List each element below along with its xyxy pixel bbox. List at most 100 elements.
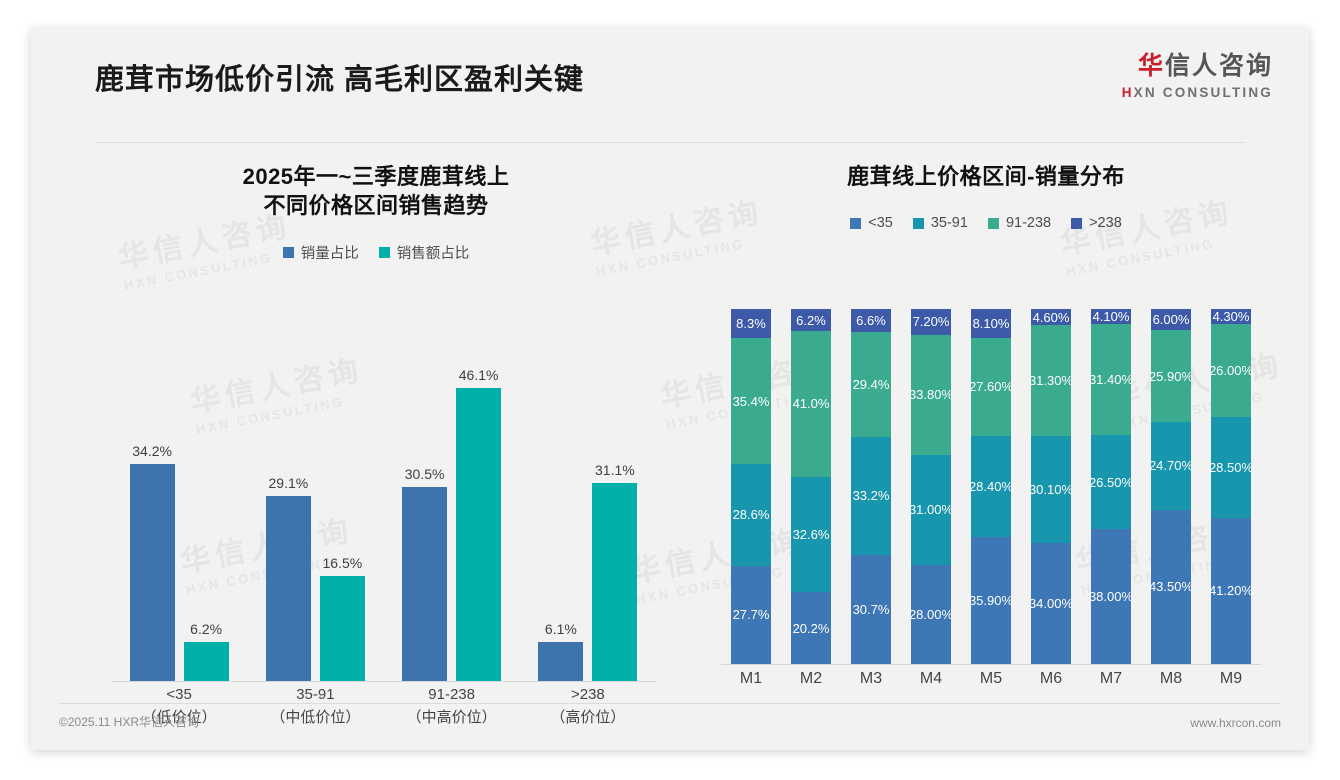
stacked-segment[interactable]: 7.20% (911, 309, 951, 335)
stacked-bar[interactable]: 6.6% 29.4% 33.2% 30.7% (851, 309, 891, 664)
segment-value-label: 26.00% (1208, 362, 1254, 378)
stacked-segment[interactable]: 35.4% (731, 338, 771, 465)
stacked-bar-column[interactable]: 4.10% 31.40% 26.50% 38.00% (1081, 309, 1141, 664)
bar-value-label: 6.1% (544, 621, 577, 638)
segment-value-label: 28.40% (968, 478, 1014, 494)
stacked-segment[interactable]: 6.2% (791, 309, 831, 331)
stacked-bar[interactable]: 7.20% 33.80% 31.00% 28.00% (909, 309, 953, 664)
stacked-bar-column[interactable]: 4.60% 31.30% 30.10% 34.00% (1021, 309, 1081, 664)
category-label-main: 91-238 (428, 686, 475, 703)
slide-header: 鹿茸市场低价引流 高毛利区盈利关键 华信人咨询 HXN CONSULTING (31, 28, 1309, 143)
segment-value-label: 6.00% (1152, 312, 1190, 328)
stacked-bar[interactable]: 4.30% 26.00% 28.50% 41.20% (1208, 309, 1254, 664)
stacked-segment[interactable]: 6.6% (851, 309, 891, 333)
stacked-segment[interactable]: 25.90% (1149, 330, 1193, 423)
stacked-segment[interactable]: 4.60% (1031, 309, 1071, 326)
bar-column[interactable]: 6.2% (183, 332, 229, 681)
segment-value-label: 8.10% (972, 315, 1010, 331)
logo-accent-char: 华 (1137, 52, 1165, 80)
bar-rect[interactable] (129, 463, 175, 681)
bar-column[interactable]: 46.1% (456, 332, 502, 681)
stacked-segment[interactable]: 35.90% (969, 536, 1013, 664)
stacked-segment[interactable]: 31.30% (1029, 325, 1073, 437)
stacked-segment[interactable]: 28.40% (968, 435, 1014, 537)
stacked-segment[interactable]: 28.6% (731, 464, 771, 566)
stacked-bar[interactable]: 8.3% 35.4% 28.6% 27.7% (731, 309, 771, 664)
footer-website[interactable]: www.hxrcon.com (1190, 716, 1281, 730)
stacked-segment[interactable]: 26.00% (1208, 324, 1254, 417)
stacked-bar[interactable]: 6.00% 25.90% 24.70% 43.50% (1149, 309, 1193, 665)
stacked-segment[interactable]: 41.0% (791, 331, 831, 477)
legend-item-<35[interactable]: <35 (850, 215, 893, 231)
left-chart-legend: 销量占比 销售额占比 (71, 242, 681, 262)
stacked-segment[interactable]: 31.40% (1088, 323, 1134, 436)
slide-canvas: 鹿茸市场低价引流 高毛利区盈利关键 华信人咨询 HXN CONSULTING 华… (31, 28, 1309, 750)
stacked-bar-column[interactable]: 6.2% 41.0% 32.6% 20.2% (781, 309, 841, 664)
stacked-segment[interactable]: 27.60% (969, 337, 1013, 436)
bar-value-label: 31.1% (595, 462, 635, 479)
stacked-segment[interactable]: 41.20% (1209, 517, 1253, 664)
stacked-segment[interactable]: 38.00% (1089, 529, 1133, 664)
bar-rect[interactable] (592, 483, 638, 681)
stacked-segment[interactable]: 27.7% (731, 565, 771, 664)
stacked-segment[interactable]: 43.50% (1149, 509, 1193, 665)
stacked-bar-column[interactable]: 8.10% 27.60% 28.40% 35.90% (961, 309, 1021, 664)
stacked-segment[interactable]: 32.6% (791, 476, 831, 593)
left-chart-group: 34.2% 6.2% (111, 332, 247, 681)
stacked-bar[interactable]: 6.2% 41.0% 32.6% 20.2% (791, 309, 831, 664)
stacked-segment[interactable]: 20.2% (791, 592, 831, 664)
legend-swatch-icon (378, 246, 390, 258)
stacked-segment[interactable]: 8.10% (971, 309, 1011, 338)
stacked-segment[interactable]: 29.4% (851, 332, 891, 437)
bar-rect[interactable] (265, 495, 311, 681)
bar-column[interactable]: 30.5% (402, 332, 448, 681)
stacked-segment[interactable]: 28.00% (909, 564, 953, 664)
bar-column[interactable]: 16.5% (319, 332, 365, 681)
stacked-bar-column[interactable]: 4.30% 26.00% 28.50% 41.20% (1201, 309, 1261, 664)
chart-panel-volume-distribution: 鹿茸线上价格区间-销量分布 <35 35-91 91-238 >238 8.3% 35.… (686, 150, 1286, 700)
stacked-segment[interactable]: 31.00% (909, 454, 953, 565)
legend-item-sales-volume[interactable]: 销量占比 (282, 242, 359, 263)
stacked-segment[interactable]: 6.00% (1151, 309, 1191, 331)
category-label: M9 (1219, 670, 1243, 687)
stacked-segment[interactable]: 4.30% (1211, 309, 1251, 325)
bar-column[interactable]: 34.2% (129, 332, 175, 681)
bar-rect[interactable] (402, 487, 448, 681)
stacked-segment[interactable]: 28.50% (1209, 416, 1253, 518)
segment-value-label: 8.3% (736, 316, 766, 332)
stacked-bar[interactable]: 4.10% 31.40% 26.50% 38.00% (1088, 309, 1134, 664)
segment-value-label: 31.40% (1088, 371, 1134, 387)
segment-value-label: 27.7% (732, 607, 770, 623)
stacked-segment[interactable]: 33.2% (851, 436, 891, 555)
stacked-bar-column[interactable]: 6.00% 25.90% 24.70% 43.50% (1141, 309, 1201, 665)
stacked-bar-column[interactable]: 8.3% 35.4% 28.6% 27.7% (721, 309, 781, 664)
stacked-segment[interactable]: 30.7% (851, 554, 891, 664)
legend-label: 35-91 (930, 215, 968, 232)
bar-column[interactable]: 6.1% (538, 332, 584, 681)
legend-item-35-91[interactable]: 35-91 (912, 215, 968, 232)
bar-column[interactable]: 31.1% (592, 332, 638, 681)
stacked-segment[interactable]: 30.10% (1029, 436, 1073, 544)
right-chart-stacked-bars: 8.3% 35.4% 28.6% 27.7% 6.2% 41.0% 32.6% 20.2% 6.… (721, 309, 1261, 665)
bar-rect[interactable] (183, 641, 229, 681)
stacked-segment[interactable]: 26.50% (1089, 435, 1133, 530)
bar-rect[interactable] (538, 642, 584, 681)
stacked-segment[interactable]: 4.10% (1091, 309, 1131, 324)
legend-item-sales-amount[interactable]: 销售额占比 (378, 242, 469, 263)
bar-rect[interactable] (319, 576, 365, 681)
bar-column[interactable]: 29.1% (265, 332, 311, 681)
stacked-bar[interactable]: 8.10% 27.60% 28.40% 35.90% (968, 309, 1014, 664)
legend-item->238[interactable]: >238 (1071, 215, 1122, 231)
segment-value-label: 4.30% (1212, 309, 1250, 325)
legend-item-91-238[interactable]: 91-238 (987, 215, 1051, 231)
stacked-segment[interactable]: 24.70% (1149, 422, 1193, 510)
stacked-bar-column[interactable]: 7.20% 33.80% 31.00% 28.00% (901, 309, 961, 664)
stacked-segment[interactable]: 33.80% (909, 334, 953, 455)
segment-value-label: 33.2% (852, 488, 890, 504)
stacked-bar-column[interactable]: 6.6% 29.4% 33.2% 30.7% (841, 309, 901, 664)
bar-rect[interactable] (456, 387, 502, 681)
stacked-segment[interactable]: 34.00% (1029, 543, 1073, 664)
stacked-segment[interactable]: 8.3% (731, 309, 771, 339)
left-chart-group: 29.1% 16.5% (247, 332, 383, 681)
stacked-bar[interactable]: 4.60% 31.30% 30.10% 34.00% (1029, 309, 1073, 664)
